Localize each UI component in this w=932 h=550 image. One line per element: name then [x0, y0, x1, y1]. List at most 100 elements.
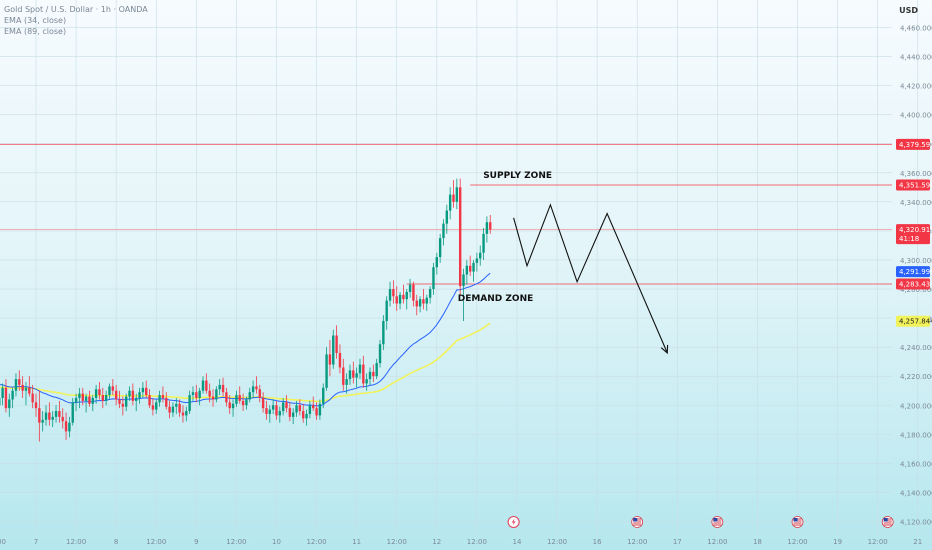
candle[interactable]	[124, 393, 128, 412]
candle[interactable]	[422, 289, 425, 310]
candle[interactable]	[388, 281, 392, 307]
candle[interactable]	[38, 390, 41, 442]
price-tag[interactable]: 4,291.996	[896, 266, 932, 278]
candle[interactable]	[114, 384, 118, 406]
candle[interactable]	[51, 411, 54, 428]
candle[interactable]	[335, 325, 338, 359]
candle[interactable]	[345, 373, 348, 394]
candle[interactable]	[382, 315, 385, 351]
candle[interactable]	[435, 252, 438, 275]
candle[interactable]	[81, 387, 84, 406]
candle[interactable]	[325, 347, 328, 391]
candle[interactable]	[235, 390, 238, 407]
candle[interactable]	[151, 397, 155, 416]
candle[interactable]	[84, 393, 88, 413]
candle[interactable]	[489, 214, 492, 234]
candle[interactable]	[271, 399, 275, 414]
candle[interactable]	[91, 395, 94, 412]
candle[interactable]	[131, 383, 135, 406]
candle[interactable]	[392, 280, 395, 304]
candle[interactable]	[61, 408, 64, 429]
candle[interactable]	[228, 395, 231, 414]
candle[interactable]	[44, 405, 48, 426]
candle[interactable]	[128, 386, 131, 401]
candle[interactable]	[462, 268, 465, 321]
candle[interactable]	[165, 392, 168, 410]
candle[interactable]	[205, 373, 208, 394]
candle[interactable]	[405, 289, 408, 310]
candle[interactable]	[238, 386, 241, 404]
candle[interactable]	[485, 216, 489, 243]
candle[interactable]	[352, 361, 355, 384]
candle[interactable]	[145, 380, 148, 398]
candle[interactable]	[111, 379, 115, 396]
candle[interactable]	[281, 397, 285, 416]
candle[interactable]	[448, 187, 452, 220]
candle[interactable]	[185, 406, 188, 422]
candle[interactable]	[34, 393, 38, 417]
candle[interactable]	[68, 416, 71, 438]
candle[interactable]	[104, 390, 108, 406]
candle[interactable]	[215, 386, 218, 403]
candle[interactable]	[412, 281, 415, 307]
candle[interactable]	[482, 228, 485, 260]
candle[interactable]	[455, 178, 459, 210]
candle[interactable]	[302, 403, 305, 423]
candle[interactable]	[188, 390, 191, 414]
candle[interactable]	[171, 402, 175, 417]
candle[interactable]	[101, 387, 104, 409]
candle[interactable]	[31, 384, 34, 409]
candle[interactable]	[108, 383, 111, 400]
candle[interactable]	[41, 411, 44, 432]
candle[interactable]	[198, 387, 201, 406]
candle[interactable]	[308, 400, 312, 419]
candle[interactable]	[158, 390, 161, 407]
candle[interactable]	[385, 296, 388, 330]
candle[interactable]	[318, 399, 322, 420]
candle[interactable]	[372, 364, 375, 383]
candle[interactable]	[118, 390, 121, 409]
candle[interactable]	[305, 409, 308, 426]
ema-slow-label[interactable]: EMA (89, close)	[4, 27, 67, 36]
candle[interactable]	[141, 382, 145, 398]
price-tag[interactable]: 4,351.590	[896, 179, 932, 191]
symbol-title[interactable]: Gold Spot / U.S. Dollar · 1h · OANDA	[4, 5, 148, 14]
candle[interactable]	[24, 382, 28, 406]
candle[interactable]	[418, 296, 422, 313]
price-tag[interactable]: 4,379.597	[896, 138, 932, 150]
candle[interactable]	[74, 393, 78, 412]
candle[interactable]	[425, 294, 428, 311]
candle[interactable]	[121, 396, 125, 416]
candle[interactable]	[221, 377, 225, 397]
candle[interactable]	[135, 393, 138, 412]
candle[interactable]	[465, 259, 469, 285]
price-tag[interactable]: 4,257.844	[896, 315, 932, 327]
candle[interactable]	[452, 180, 455, 208]
us-flag-icon[interactable]	[791, 516, 804, 528]
candle[interactable]	[328, 339, 332, 377]
candle[interactable]	[155, 399, 158, 414]
price-tag[interactable]: 4,283.439	[896, 278, 932, 290]
candle[interactable]	[218, 379, 221, 396]
candle[interactable]	[161, 386, 165, 403]
candle[interactable]	[322, 383, 325, 409]
us-flag-icon[interactable]	[881, 516, 894, 528]
candle[interactable]	[358, 358, 362, 380]
candle[interactable]	[8, 393, 11, 417]
candle[interactable]	[178, 399, 181, 417]
candle[interactable]	[438, 233, 442, 263]
candle[interactable]	[268, 405, 271, 423]
candle[interactable]	[458, 178, 462, 295]
candle[interactable]	[275, 400, 278, 420]
candle[interactable]	[315, 402, 318, 420]
lightning-icon[interactable]	[507, 515, 520, 529]
candle[interactable]	[295, 400, 298, 417]
candle[interactable]	[432, 262, 435, 295]
candle[interactable]	[4, 379, 8, 413]
candle[interactable]	[148, 389, 151, 409]
candle[interactable]	[58, 400, 61, 423]
candle[interactable]	[445, 204, 449, 234]
candle[interactable]	[475, 252, 479, 272]
candle[interactable]	[479, 245, 482, 266]
